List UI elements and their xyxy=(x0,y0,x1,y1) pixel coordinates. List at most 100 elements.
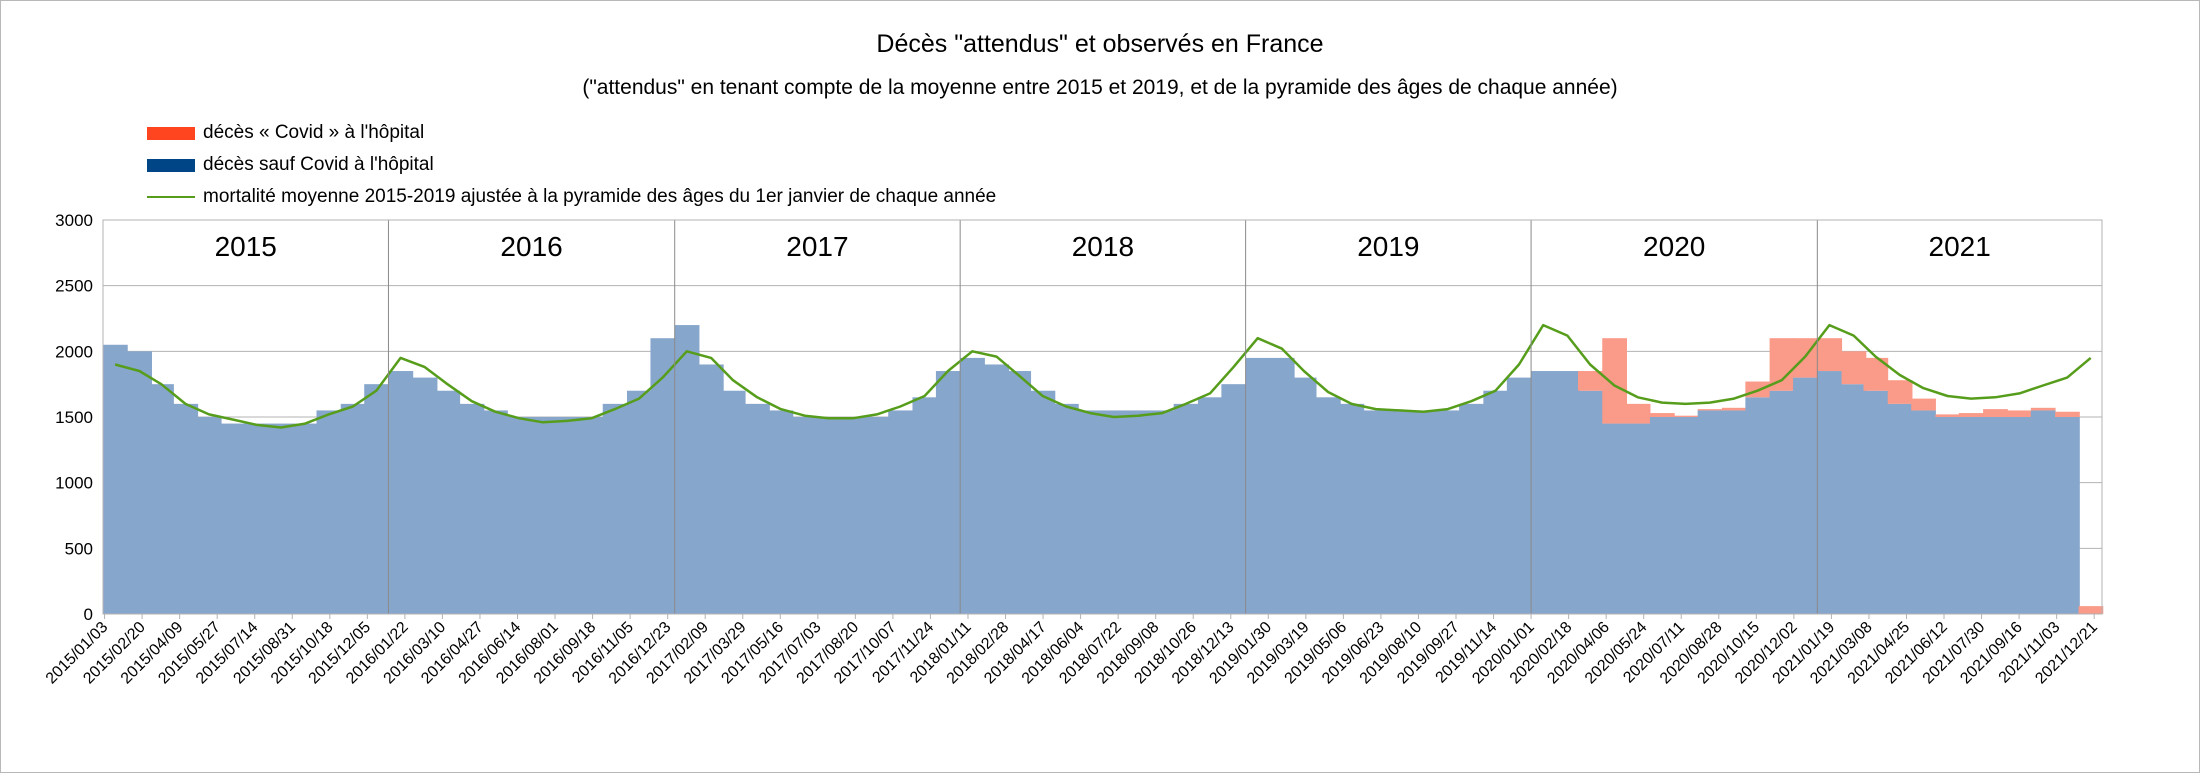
chart-legend: décès « Covid » à l'hôpital décès sauf C… xyxy=(147,117,996,213)
bar-non-covid xyxy=(1887,403,1913,614)
year-label: 2020 xyxy=(1643,231,1705,262)
bar-non-covid xyxy=(1935,417,1961,614)
bar-covid xyxy=(1911,398,1936,411)
bar-non-covid xyxy=(459,403,485,614)
bar-non-covid xyxy=(650,338,676,614)
bar-covid xyxy=(1602,338,1627,424)
bar-non-covid xyxy=(1030,390,1056,614)
bar-non-covid xyxy=(1817,371,1843,614)
y-tick-label: 2500 xyxy=(55,277,93,296)
y-tick-label: 3000 xyxy=(55,211,93,230)
bar-non-covid xyxy=(674,325,700,614)
bar-non-covid xyxy=(935,371,961,614)
year-label: 2021 xyxy=(1929,231,1991,262)
bar-covid xyxy=(2030,407,2056,411)
bar-non-covid xyxy=(1150,410,1175,614)
bar-non-covid xyxy=(1841,384,1867,614)
legend-item-expected: mortalité moyenne 2015-2019 ajustée à la… xyxy=(147,181,996,213)
bars-group xyxy=(103,325,2104,614)
bar-non-covid xyxy=(1697,410,1723,614)
bar-non-covid xyxy=(1363,410,1389,614)
bar-non-covid xyxy=(720,390,746,614)
bar-non-covid xyxy=(1863,390,1889,614)
bar-non-covid xyxy=(626,390,652,614)
year-label: 2018 xyxy=(1072,231,1134,262)
bar-non-covid xyxy=(2007,417,2033,614)
bar-non-covid xyxy=(1531,371,1556,614)
bar-non-covid xyxy=(435,390,461,614)
bar-non-covid xyxy=(1673,417,1699,614)
bar-non-covid xyxy=(103,344,128,614)
y-tick-label: 500 xyxy=(65,539,93,558)
bar-non-covid xyxy=(1173,403,1199,614)
bar-covid xyxy=(1769,338,1795,391)
bar-covid xyxy=(1983,409,2008,417)
bar-non-covid xyxy=(1387,410,1412,614)
y-tick-label: 2000 xyxy=(55,342,93,361)
bar-non-covid xyxy=(1078,410,1103,614)
bar-non-covid xyxy=(1411,410,1437,614)
bar-non-covid xyxy=(1555,371,1581,614)
legend-item-covid: décès « Covid » à l'hôpital xyxy=(147,117,996,149)
bar-non-covid xyxy=(388,371,414,614)
legend-swatch-covid xyxy=(147,126,195,140)
bar-non-covid xyxy=(768,410,794,614)
bar-non-covid xyxy=(412,377,438,614)
bar-non-covid xyxy=(364,384,389,614)
plot-border xyxy=(102,219,2103,615)
bar-non-covid xyxy=(173,403,199,614)
bar-non-covid xyxy=(1221,384,1247,614)
bar-non-covid xyxy=(1745,397,1771,614)
bar-non-covid xyxy=(483,410,508,614)
bar-non-covid xyxy=(912,397,938,614)
bar-non-covid xyxy=(1339,403,1365,614)
year-label: 2015 xyxy=(215,231,277,262)
y-tick-label: 0 xyxy=(84,605,93,624)
bar-non-covid xyxy=(530,417,556,614)
bar-non-covid xyxy=(816,417,842,614)
bar-covid xyxy=(1578,371,1603,391)
bar-covid xyxy=(2007,410,2033,417)
chart-subtitle: ("attendus" en tenant compte de la moyen… xyxy=(582,76,1618,99)
bar-non-covid xyxy=(340,403,366,614)
bar-non-covid xyxy=(1649,417,1675,614)
bar-covid xyxy=(2078,606,2104,614)
year-label: 2019 xyxy=(1357,231,1419,262)
bar-non-covid xyxy=(1625,423,1651,614)
bar-non-covid xyxy=(1578,390,1603,614)
bar-non-covid xyxy=(1769,390,1795,614)
bar-non-covid xyxy=(960,357,985,614)
bar-non-covid xyxy=(1291,377,1317,614)
chart-title: Décès "attendus" et observés en France xyxy=(876,30,1324,58)
y-tick-label: 1000 xyxy=(55,474,93,493)
bar-non-covid xyxy=(1054,403,1079,614)
legend-swatch-non-covid xyxy=(147,158,195,172)
bar-non-covid xyxy=(1101,410,1127,614)
bar-non-covid xyxy=(579,417,605,614)
bar-non-covid xyxy=(1911,410,1936,614)
bar-non-covid xyxy=(1793,377,1818,614)
y-tick-label: 1500 xyxy=(55,408,93,427)
legend-item-non-covid: décès sauf Covid à l'hôpital xyxy=(147,149,996,181)
bar-non-covid xyxy=(244,423,270,614)
bar-non-covid xyxy=(1269,357,1295,614)
bar-non-covid xyxy=(1316,397,1341,614)
bar-non-covid xyxy=(1506,377,1532,614)
year-label: 2017 xyxy=(786,231,848,262)
bar-covid xyxy=(1625,403,1651,424)
bar-non-covid xyxy=(1983,417,2008,614)
bar-non-covid xyxy=(1459,403,1484,614)
bar-non-covid xyxy=(1958,417,1984,614)
bar-non-covid xyxy=(1602,423,1627,614)
bar-non-covid xyxy=(840,417,866,614)
bar-non-covid xyxy=(1435,410,1461,614)
legend-label-expected: mortalité moyenne 2015-2019 ajustée à la… xyxy=(203,186,997,207)
bar-non-covid xyxy=(984,364,1010,614)
bar-non-covid xyxy=(745,403,770,614)
bar-non-covid xyxy=(2030,410,2056,614)
bar-covid xyxy=(1841,351,1867,385)
bar-covid xyxy=(1673,415,1699,417)
bar-non-covid xyxy=(602,403,628,614)
bar-covid xyxy=(1721,407,1747,411)
